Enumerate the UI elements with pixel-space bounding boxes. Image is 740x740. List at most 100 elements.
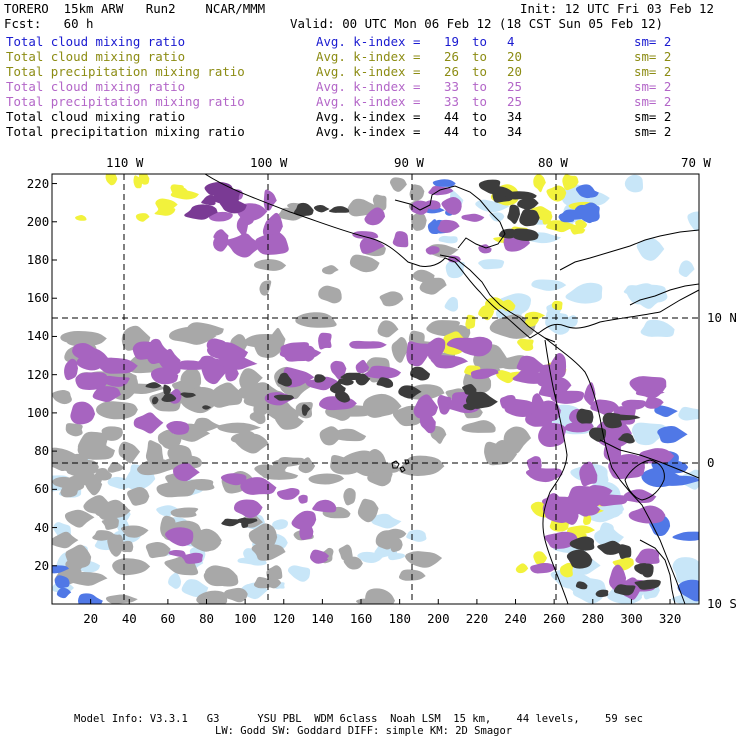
field-blob — [173, 360, 206, 370]
map-plot-area — [52, 174, 699, 604]
longitude-label: 90 W — [394, 155, 424, 170]
field-blob — [405, 551, 443, 568]
field-blob — [335, 391, 351, 403]
field-blob — [391, 336, 408, 363]
field-blob — [52, 565, 69, 574]
axis-ticks — [52, 183, 671, 604]
field-blob — [569, 536, 595, 551]
field-blob — [213, 229, 229, 242]
legend-smoothing: sm= 2 — [634, 49, 672, 64]
field-blob — [145, 542, 171, 559]
field-blob — [77, 440, 115, 460]
y-tick-label: 120 — [26, 366, 50, 382]
legend-range-high: 33 — [444, 79, 459, 94]
field-blob — [364, 207, 386, 226]
field-blob — [419, 408, 436, 434]
field-blob — [236, 518, 258, 524]
field-blob — [127, 486, 150, 506]
field-blob — [530, 562, 557, 574]
field-blob — [253, 259, 287, 271]
field-blob — [566, 549, 593, 569]
field-blob — [212, 188, 241, 206]
legend-index-label: Avg. k-index = — [316, 49, 428, 64]
y-tick-label: 200 — [26, 213, 50, 229]
field-blob — [355, 373, 371, 386]
field-blob — [107, 476, 132, 490]
field-blob — [52, 531, 79, 549]
field-blob — [201, 194, 216, 206]
field-blob — [371, 513, 402, 529]
field-blob — [678, 406, 699, 421]
field-blob — [398, 385, 422, 399]
field-blob — [424, 200, 441, 210]
field-blob — [276, 488, 300, 500]
longitude-label: 110 W — [106, 155, 144, 170]
field-blob — [184, 204, 218, 220]
field-blob — [413, 394, 439, 419]
field-blob — [254, 231, 289, 255]
field-blob — [634, 579, 661, 590]
legend-range-low: 20 — [507, 49, 522, 64]
field-blob — [517, 338, 534, 351]
field-blob — [531, 393, 546, 418]
field-blob — [512, 369, 548, 384]
field-blob — [54, 575, 70, 589]
field-blob — [635, 548, 660, 565]
legend-range-high: 33 — [444, 94, 459, 109]
field-blob — [484, 441, 518, 466]
field-blob — [426, 320, 460, 337]
field-blob — [430, 355, 469, 369]
field-blob — [56, 587, 72, 599]
field-blob — [687, 211, 699, 232]
field-blob — [112, 558, 151, 576]
field-blob — [262, 470, 299, 480]
field-blob — [92, 386, 121, 402]
field-blob — [677, 579, 699, 602]
legend-field-label: Total cloud mixing ratio — [6, 49, 186, 64]
field-blob — [112, 506, 131, 515]
field-blob — [217, 422, 261, 434]
field-blob — [312, 499, 337, 513]
field-blob — [157, 429, 175, 450]
field-blob — [293, 202, 314, 216]
legend-range-low: 25 — [507, 79, 522, 94]
field-blob — [392, 231, 409, 248]
field-blob — [531, 279, 567, 291]
field-blob — [672, 531, 699, 541]
field-blob — [644, 397, 664, 409]
field-blob — [461, 420, 496, 433]
field-blob — [478, 179, 501, 195]
field-blob — [165, 527, 194, 547]
field-blob — [170, 507, 199, 518]
field-blob — [517, 197, 539, 210]
legend-smoothing: sm= 2 — [634, 109, 672, 124]
field-blob — [101, 426, 123, 441]
y-tick-label: 60 — [34, 481, 50, 497]
legend-range-low: 34 — [507, 109, 522, 124]
x-tick-label: 160 — [349, 611, 373, 626]
field-blob — [390, 177, 407, 192]
y-tick-label: 20 — [34, 557, 50, 573]
field-blob — [668, 460, 689, 474]
x-tick-label: 300 — [620, 611, 643, 626]
field-blob — [410, 200, 429, 215]
x-tick-label: 80 — [199, 611, 215, 626]
x-tick-label: 140 — [311, 611, 334, 626]
field-blob — [168, 549, 186, 557]
legend-field-label: Total cloud mixing ratio — [6, 109, 186, 124]
field-blob — [359, 237, 385, 254]
field-blob — [75, 215, 87, 221]
plot-frame — [51, 173, 700, 605]
field-blob — [516, 355, 544, 374]
field-blob — [398, 455, 445, 477]
field-blob — [382, 528, 407, 540]
legend-smoothing: sm= 2 — [634, 79, 672, 94]
field-blob — [355, 359, 370, 374]
field-blob — [412, 269, 435, 283]
field-blob — [655, 475, 699, 486]
field-blob — [64, 358, 78, 381]
field-blob — [216, 356, 258, 370]
field-blob — [105, 594, 138, 604]
x-tick-label: 100 — [234, 611, 257, 626]
field-blob — [120, 525, 149, 538]
